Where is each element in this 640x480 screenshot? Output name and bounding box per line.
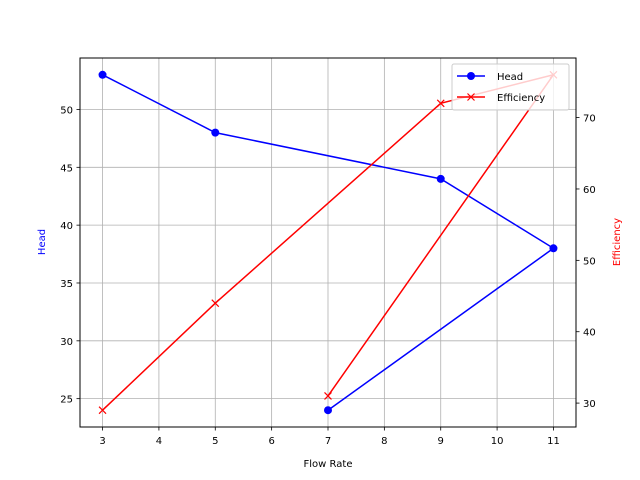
x-tick-label: 8 xyxy=(381,436,387,447)
legend-item-efficiency: Efficiency xyxy=(457,93,545,104)
grid-lines xyxy=(80,58,576,427)
head-point-marker xyxy=(549,244,558,253)
x-tick-label: 11 xyxy=(547,436,560,447)
efficiency-point-marker xyxy=(324,392,332,400)
x-tick-label: 4 xyxy=(156,436,162,447)
y-tick-label: 30 xyxy=(60,337,73,348)
right-y-axis-ticks: 30 40 50 60 70 xyxy=(576,114,596,410)
x-tick-label: 9 xyxy=(438,436,444,447)
left-y-axis-ticks: 25 30 35 40 45 50 xyxy=(60,105,80,406)
efficiency-point-marker xyxy=(211,299,220,308)
head-point-marker xyxy=(98,70,107,79)
x-tick-label: 7 xyxy=(325,436,331,447)
legend-efficiency-marker-icon xyxy=(467,93,475,101)
y-tick-label: 25 xyxy=(60,395,73,406)
x-tick-label: 6 xyxy=(268,436,274,447)
right-y-tick-label: 70 xyxy=(583,114,596,125)
head-point-marker xyxy=(324,406,332,415)
right-y-axis-label: Efficiency xyxy=(612,218,623,266)
efficiency-point-marker xyxy=(436,99,445,108)
x-tick-label: 3 xyxy=(99,436,105,447)
y-tick-label: 50 xyxy=(60,105,73,116)
head-point-marker xyxy=(211,128,220,137)
plot-series xyxy=(98,70,558,415)
legend-head-label: Head xyxy=(497,72,523,83)
right-y-tick-label: 30 xyxy=(583,399,596,410)
head-point-marker xyxy=(436,174,445,183)
left-y-axis-label: Head xyxy=(37,229,48,255)
y-tick-label: 45 xyxy=(60,163,73,174)
x-tick-label: 10 xyxy=(491,436,504,447)
right-y-tick-label: 60 xyxy=(583,185,596,196)
legend-efficiency-label: Efficiency xyxy=(497,93,545,104)
legend: Head Efficiency xyxy=(451,63,570,111)
x-axis-ticks: 3 4 5 6 7 8 9 10 11 xyxy=(99,427,560,447)
x-axis-label: Flow Rate xyxy=(304,459,353,470)
y-tick-label: 40 xyxy=(60,221,73,232)
legend-item-head: Head xyxy=(457,72,523,83)
right-y-tick-label: 50 xyxy=(583,256,596,267)
right-y-tick-label: 40 xyxy=(583,328,596,339)
y-tick-label: 35 xyxy=(60,279,73,290)
x-tick-label: 5 xyxy=(212,436,218,447)
legend-head-marker-icon xyxy=(467,72,475,80)
efficiency-point-marker xyxy=(98,406,107,415)
